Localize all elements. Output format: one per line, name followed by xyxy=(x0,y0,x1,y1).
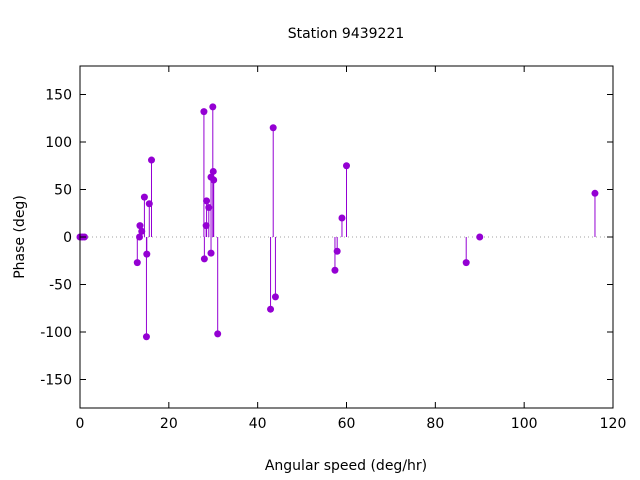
x-tick-label: 120 xyxy=(600,416,627,432)
data-point xyxy=(331,266,339,274)
data-point xyxy=(269,124,277,132)
data-point xyxy=(200,255,208,263)
data-point xyxy=(138,227,146,235)
x-tick-label: 40 xyxy=(249,416,267,432)
data-point xyxy=(462,259,470,267)
y-tick-label: 0 xyxy=(63,230,72,246)
data-point xyxy=(200,108,208,116)
data-point xyxy=(591,189,599,197)
x-tick-label: 60 xyxy=(338,416,356,432)
x-axis: 0 20 40 60 80 100 120 xyxy=(76,66,627,432)
y-tick-label: 50 xyxy=(54,183,72,199)
data-point xyxy=(202,222,210,230)
data-point xyxy=(338,214,346,222)
data-point xyxy=(209,167,217,175)
data-point xyxy=(142,333,150,341)
y-tick-label: -50 xyxy=(49,278,72,294)
data-point xyxy=(203,197,211,205)
y-axis-label: Phase (deg) xyxy=(12,195,28,279)
data-point xyxy=(210,176,218,184)
y-tick-label: -100 xyxy=(40,325,72,341)
data-series xyxy=(76,103,599,341)
data-point xyxy=(271,293,279,301)
data-point xyxy=(207,249,215,257)
x-tick-label: 100 xyxy=(511,416,538,432)
data-point xyxy=(133,259,141,267)
data-point xyxy=(143,250,151,258)
data-point xyxy=(148,156,156,164)
data-point xyxy=(136,233,144,241)
x-tick-label: 20 xyxy=(160,416,178,432)
x-tick-label: 80 xyxy=(426,416,444,432)
y-axis: -150 -100 -50 0 50 100 150 xyxy=(40,88,613,389)
x-tick-label: 0 xyxy=(76,416,85,432)
data-point xyxy=(476,233,484,241)
x-axis-label: Angular speed (deg/hr) xyxy=(265,458,427,474)
data-point xyxy=(136,222,144,230)
data-point xyxy=(267,305,275,313)
data-point xyxy=(145,200,153,208)
y-tick-label: 100 xyxy=(45,135,72,151)
chart-title: Station 9439221 xyxy=(288,26,405,42)
data-point xyxy=(209,103,217,111)
y-tick-label: -150 xyxy=(40,373,72,389)
data-point xyxy=(214,330,222,338)
y-tick-label: 150 xyxy=(45,88,72,104)
data-point xyxy=(140,193,148,201)
data-point xyxy=(205,204,213,212)
data-point xyxy=(333,247,341,255)
data-point xyxy=(343,162,350,170)
